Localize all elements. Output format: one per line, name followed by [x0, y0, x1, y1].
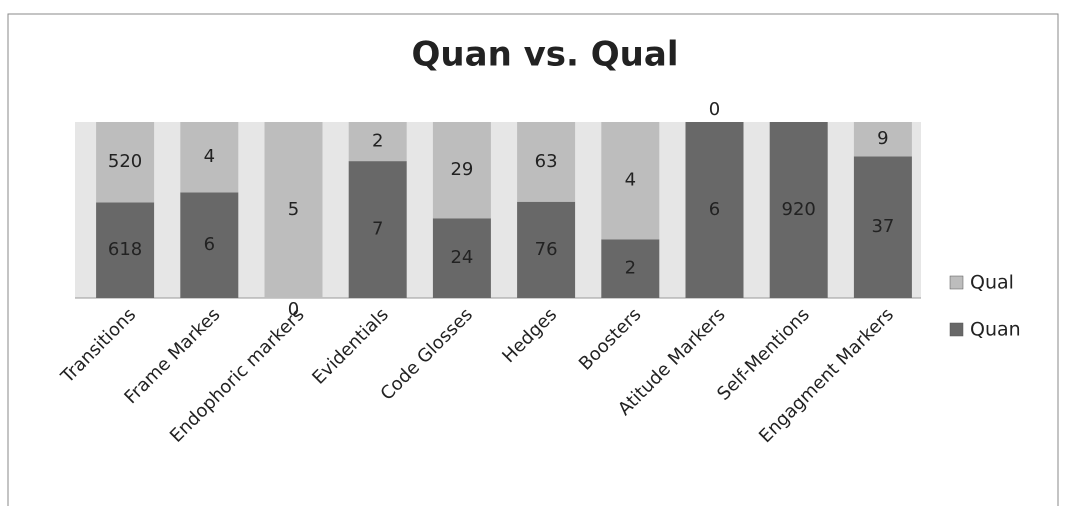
data-label: 0 — [709, 99, 720, 120]
data-label: 520 — [108, 151, 142, 172]
data-label: 37 — [871, 216, 894, 237]
data-label: 76 — [535, 239, 558, 260]
chart-title: Quan vs. Qual — [412, 35, 679, 75]
data-label: 4 — [204, 146, 215, 167]
data-label: 2 — [625, 258, 636, 279]
legend-swatch — [950, 323, 963, 336]
data-label: 24 — [450, 247, 473, 268]
legend-swatch — [950, 276, 963, 289]
data-label: 2 — [372, 131, 383, 152]
legend-label: Quan — [970, 319, 1021, 341]
data-label: 29 — [450, 159, 473, 180]
data-label: 5 — [288, 199, 299, 220]
data-label: 4 — [625, 170, 636, 191]
legend-label: Qual — [970, 272, 1014, 294]
chart: Quan vs. Qual 618520Transitions64Frame M… — [0, 0, 1067, 506]
data-label: 6 — [709, 199, 720, 220]
data-label: 618 — [108, 239, 142, 260]
data-label: 63 — [535, 151, 558, 172]
data-label: 7 — [372, 219, 383, 240]
data-label: 920 — [782, 199, 816, 220]
data-label: 6 — [204, 234, 215, 255]
data-label: 9 — [877, 128, 888, 149]
